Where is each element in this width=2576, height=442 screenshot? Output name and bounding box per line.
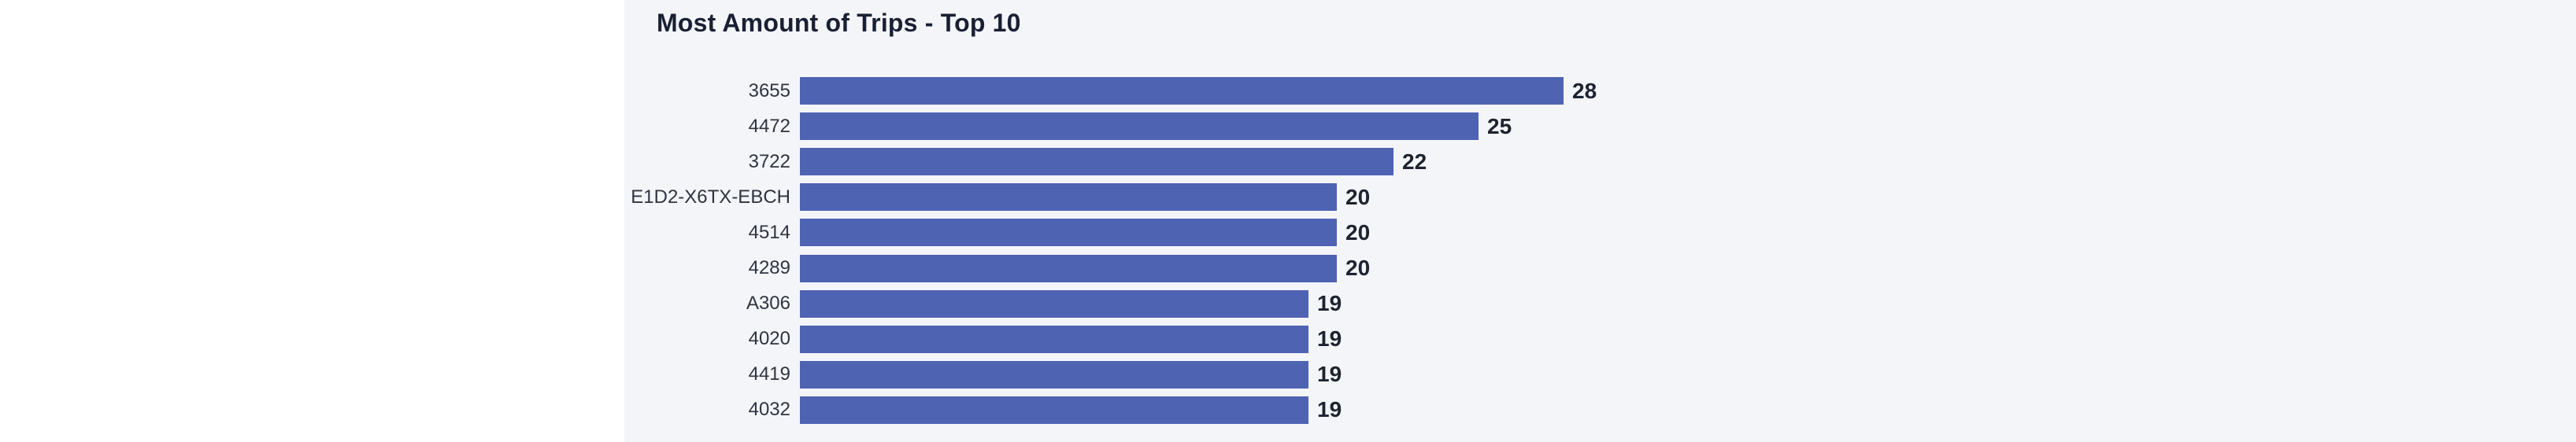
category-label: 4514 bbox=[748, 221, 790, 243]
bar-row: 4289 20 bbox=[624, 254, 1371, 282]
category-label: 3655 bbox=[748, 79, 790, 101]
bar-row: 3655 28 bbox=[624, 77, 1597, 105]
category-label: 4289 bbox=[748, 257, 790, 278]
bar[interactable] bbox=[800, 148, 1393, 176]
value-label: 28 bbox=[1572, 78, 1597, 103]
value-label: 25 bbox=[1487, 113, 1512, 138]
value-label: 20 bbox=[1345, 184, 1371, 209]
bar[interactable] bbox=[800, 360, 1308, 389]
bar[interactable] bbox=[800, 77, 1564, 105]
bar[interactable] bbox=[800, 289, 1308, 318]
category-label: 3722 bbox=[748, 150, 790, 172]
value-label: 19 bbox=[1317, 291, 1342, 316]
bar-chart: 3655 28 4472 25 3722 22 E1D2-X6TX-EBCH 20 4514 20… bbox=[624, 0, 2576, 442]
bar[interactable] bbox=[800, 183, 1337, 212]
category-label: A306 bbox=[746, 293, 790, 315]
bar-row: 4032 19 bbox=[624, 396, 1342, 424]
chart-title: Most Amount of Trips - Top 10 bbox=[657, 9, 1021, 37]
value-label: 20 bbox=[1345, 219, 1371, 245]
value-label: 19 bbox=[1317, 362, 1342, 387]
bar[interactable] bbox=[800, 396, 1308, 424]
value-label: 20 bbox=[1345, 256, 1371, 280]
bar-row: E1D2-X6TX-EBCH 20 bbox=[624, 183, 1371, 212]
category-label: 4032 bbox=[748, 399, 790, 421]
bar[interactable] bbox=[800, 219, 1337, 247]
bar[interactable] bbox=[800, 325, 1308, 353]
bar-row: A306 19 bbox=[624, 289, 1342, 318]
category-label: E1D2-X6TX-EBCH bbox=[631, 186, 790, 208]
bar[interactable] bbox=[800, 112, 1479, 141]
bar-row: 4419 19 bbox=[624, 360, 1342, 389]
category-label: 4472 bbox=[748, 115, 790, 137]
category-label: 4419 bbox=[748, 363, 790, 385]
chart-panel: Most Amount of Trips - Top 10 3655 28 4472… bbox=[624, 0, 2576, 442]
value-label: 22 bbox=[1402, 149, 1427, 174]
value-label: 19 bbox=[1317, 326, 1342, 352]
bar[interactable] bbox=[800, 254, 1337, 282]
value-label: 19 bbox=[1317, 397, 1342, 422]
category-label: 4020 bbox=[748, 328, 790, 350]
bar-row: 4020 19 bbox=[624, 325, 1342, 353]
bar-row: 4514 20 bbox=[624, 219, 1371, 247]
bar-row: 4472 25 bbox=[624, 112, 1512, 141]
bar-row: 3722 22 bbox=[624, 148, 1427, 176]
